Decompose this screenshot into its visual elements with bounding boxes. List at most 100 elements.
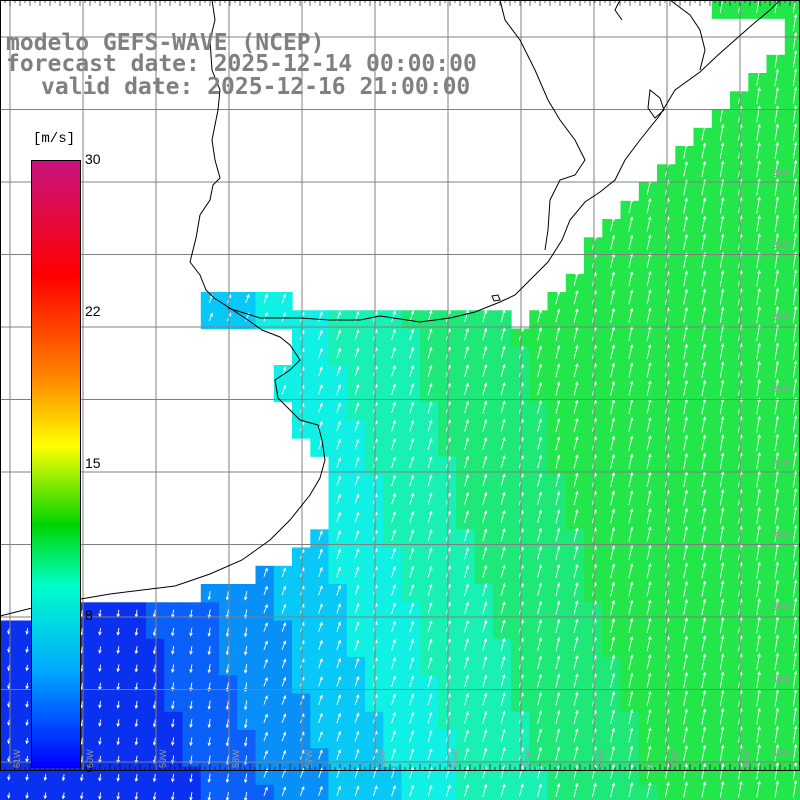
wind-arrow-head: [648, 727, 652, 732]
wind-arrow-head: [648, 416, 652, 421]
wind-arrow: [391, 402, 396, 414]
wind-arrow-head: [337, 694, 342, 699]
wind-arrow-head: [793, 725, 798, 730]
field-cell: [273, 638, 293, 658]
wind-arrow-head: [465, 784, 469, 789]
field-cell: [784, 419, 800, 439]
wind-arrow: [427, 365, 432, 377]
wind-arrow-head: [757, 452, 761, 457]
wind-arrow-head: [538, 764, 543, 769]
wind-arrow: [610, 783, 615, 798]
wind-arrow-head: [355, 511, 360, 516]
wind-arrow-head: [757, 506, 761, 511]
wind-arrow-head: [611, 453, 616, 458]
wind-arrow-head: [25, 795, 29, 800]
wind-arrow: [792, 653, 797, 671]
wind-arrow-head: [793, 13, 798, 18]
wind-arrow: [792, 434, 797, 452]
wind-arrow: [244, 773, 248, 783]
wind-arrow: [719, 398, 724, 415]
wind-arrow-head: [538, 673, 543, 678]
wind-arrow: [190, 719, 193, 728]
wind-arrow-head: [98, 704, 102, 709]
wind-arrow-head: [720, 598, 725, 603]
wind-arrow-head: [319, 749, 323, 754]
wind-arrow-head: [282, 786, 287, 791]
wind-arrow-head: [648, 672, 652, 677]
wind-arrow: [409, 767, 414, 779]
wind-arrow-head: [209, 294, 213, 299]
field-cell: [784, 255, 800, 275]
wind-arrow-head: [410, 565, 415, 570]
wind-arrow: [80, 719, 83, 726]
wind-arrow: [701, 636, 706, 652]
wind-arrow: [683, 618, 688, 634]
wind-arrow: [591, 783, 597, 798]
wind-arrow-head: [775, 68, 780, 73]
wind-arrow: [500, 437, 505, 451]
wind-arrow-head: [171, 705, 175, 710]
wind-arrow-head: [757, 233, 761, 238]
wind-arrow-head: [171, 778, 175, 783]
wind-arrow: [208, 609, 211, 618]
wind-arrow-head: [629, 417, 634, 422]
wind-arrow-head: [793, 743, 798, 748]
wind-arrow-head: [556, 709, 561, 714]
wind-arrow-head: [429, 328, 433, 333]
wind-arrow-head: [556, 673, 561, 678]
wind-arrow-head: [775, 305, 780, 310]
wind-arrow-head: [793, 287, 798, 292]
wind-arrow-head: [556, 782, 561, 787]
wind-arrow-head: [282, 366, 287, 371]
wind-arrow: [646, 618, 651, 633]
wind-arrow: [683, 399, 688, 415]
wind-arrow-head: [319, 311, 323, 316]
wind-arrow: [427, 383, 432, 396]
wind-arrow: [391, 311, 396, 322]
wind-arrow: [482, 419, 487, 432]
field-cell: [784, 638, 800, 658]
wind-arrow-head: [189, 632, 193, 637]
wind-arrow: [263, 568, 268, 577]
wind-arrow-head: [629, 563, 634, 568]
wind-arrow: [683, 691, 688, 707]
wind-arrow-head: [337, 475, 342, 480]
wind-arrow-head: [702, 361, 707, 366]
wind-arrow: [464, 766, 469, 779]
wind-arrow: [774, 653, 779, 670]
wind-arrow-head: [575, 399, 579, 404]
wind-arrow: [537, 565, 542, 578]
field-cell: [273, 620, 293, 640]
wind-arrow: [555, 400, 560, 414]
lat-label-38s: 38S: [772, 530, 790, 541]
wind-arrow-head: [648, 544, 652, 549]
wind-arrow-head: [720, 580, 725, 585]
field-cell: [784, 36, 800, 56]
wind-arrow-head: [171, 741, 175, 746]
wind-arrow: [318, 677, 323, 687]
wind-arrow-head: [410, 437, 415, 442]
wind-arrow: [135, 664, 138, 672]
field-cell: [784, 584, 800, 603]
wind-arrow: [391, 548, 396, 560]
wind-arrow-head: [757, 598, 761, 603]
wind-arrow-head: [502, 582, 506, 587]
wind-arrow: [756, 726, 760, 743]
wind-arrow: [153, 792, 156, 800]
wind-arrow: [336, 567, 341, 578]
wind-arrow: [701, 362, 706, 378]
wind-arrow: [208, 773, 211, 782]
wind-arrow: [500, 309, 505, 323]
wind-arrow: [573, 363, 578, 378]
wind-arrow-head: [410, 419, 415, 424]
wind-arrow-head: [282, 676, 287, 681]
wind-arrow: [628, 417, 633, 433]
wind-arrow: [628, 728, 633, 743]
wind-arrow: [646, 746, 651, 761]
field-cell: [784, 91, 800, 111]
wind-arrow-head: [556, 417, 561, 422]
wind-arrow: [537, 309, 542, 323]
lat-label-41s: 41S: [772, 748, 790, 759]
wind-arrow: [117, 719, 120, 727]
wind-arrow-head: [556, 454, 561, 459]
